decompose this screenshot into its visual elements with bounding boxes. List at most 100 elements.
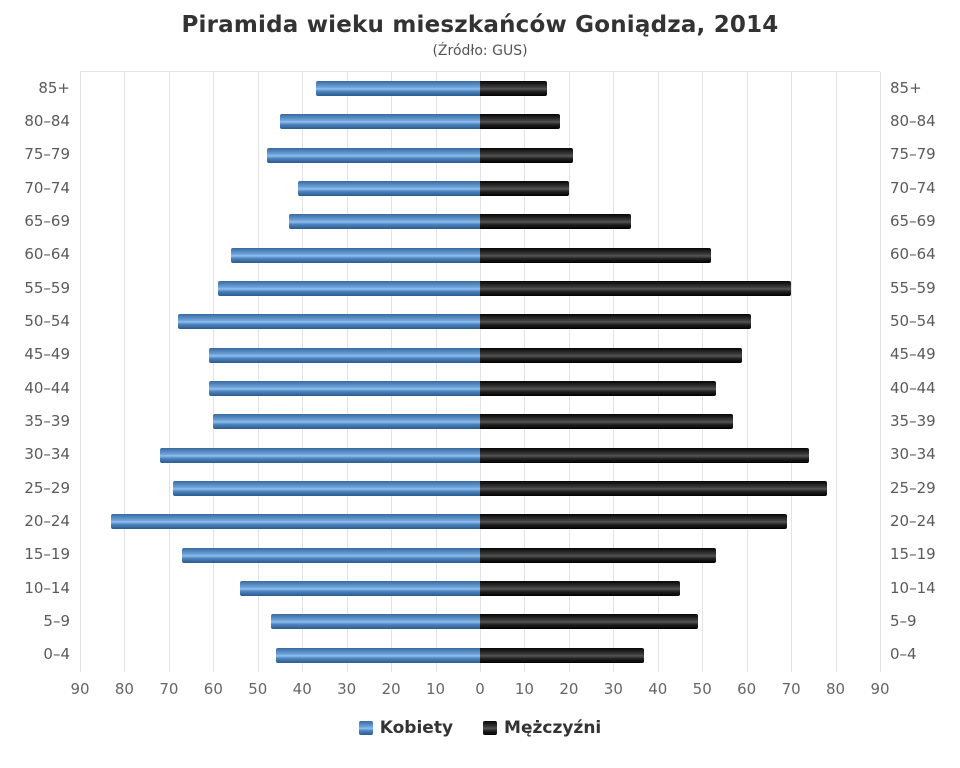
gridline — [480, 72, 481, 672]
gridline — [835, 72, 837, 672]
age-group-label: 25–29 — [24, 478, 70, 497]
men-bar — [480, 647, 645, 663]
bar-row — [80, 305, 880, 338]
bar-row — [80, 139, 880, 172]
women-half — [80, 405, 480, 438]
age-group-label: 75–79 — [24, 145, 70, 164]
women-half — [80, 605, 480, 638]
age-group-label: 75–79 — [890, 145, 936, 164]
bar-row — [80, 572, 880, 605]
y-axis-left: 85+ 80–84 75–79 70–74 65–69 60–64 55–59 50–54 45… — [10, 71, 70, 671]
age-group-label: 80–84 — [890, 111, 936, 130]
legend: Kobiety Mężczyźni — [0, 718, 960, 738]
women-bar — [275, 647, 480, 663]
gridline — [657, 72, 659, 672]
women-bar — [177, 314, 480, 330]
women-half — [80, 505, 480, 538]
age-group-label: 30–34 — [890, 445, 936, 464]
bar-row — [80, 339, 880, 372]
x-tick-label: 60 — [203, 680, 223, 698]
x-tick-label: 30 — [603, 680, 623, 698]
women-bar — [315, 81, 480, 97]
gridline — [435, 72, 437, 672]
gridline — [791, 72, 793, 672]
age-group-label: 5–9 — [43, 611, 70, 630]
gridline — [80, 72, 81, 672]
men-bar — [480, 547, 716, 563]
men-half — [480, 172, 880, 205]
legend-label-men: Mężczyźni — [504, 718, 602, 738]
women-half — [80, 139, 480, 172]
age-group-label: 15–19 — [890, 545, 936, 564]
age-group-label: 80–84 — [24, 111, 70, 130]
men-bar — [480, 181, 569, 197]
age-group-label: 35–39 — [890, 411, 936, 430]
men-bar — [480, 614, 698, 630]
x-tick-label: 30 — [337, 680, 357, 698]
legend-item-men[interactable]: Mężczyźni — [483, 718, 601, 738]
age-group-label: 40–44 — [890, 378, 936, 397]
men-half — [480, 539, 880, 572]
men-half — [480, 505, 880, 538]
x-tick-label: 50 — [248, 680, 268, 698]
age-group-label: 85+ — [38, 78, 70, 97]
men-bar — [480, 81, 547, 97]
age-group-label: 45–49 — [890, 345, 936, 364]
x-axis-labels: 90 80 70 60 50 40 30 20 10 0 10 20 30 40 50 60 70 80 90 — [70, 672, 889, 702]
age-group-label: 50–54 — [24, 311, 70, 330]
men-half — [480, 139, 880, 172]
men-bar — [480, 381, 716, 397]
women-swatch-icon — [358, 721, 373, 735]
women-bar — [297, 181, 480, 197]
bar-row — [80, 505, 880, 538]
bar-row — [80, 605, 880, 638]
men-bar — [480, 414, 734, 430]
x-tick-label: 90 — [70, 680, 90, 698]
men-half — [480, 605, 880, 638]
bar-rows — [80, 72, 880, 672]
men-bar — [480, 447, 809, 463]
men-half — [480, 339, 880, 372]
x-tick-label: 90 — [870, 680, 890, 698]
women-half — [80, 72, 480, 105]
women-half — [80, 105, 480, 138]
women-half — [80, 205, 480, 238]
gridline — [124, 72, 126, 672]
women-half — [80, 305, 480, 338]
age-group-label: 60–64 — [24, 245, 70, 264]
men-bar — [480, 281, 792, 297]
women-half — [80, 172, 480, 205]
age-group-label: 5–9 — [890, 611, 917, 630]
legend-item-women[interactable]: Kobiety — [358, 718, 453, 738]
age-group-label: 70–74 — [890, 178, 936, 197]
men-swatch-icon — [483, 721, 498, 735]
plot-wrap: 90 80 70 60 50 40 30 20 10 0 10 20 30 40 50 60 70 80 90 — [70, 71, 890, 702]
women-bar — [173, 481, 480, 497]
bar-row — [80, 439, 880, 472]
men-half — [480, 305, 880, 338]
x-tick-label: 40 — [648, 680, 668, 698]
age-group-label: 15–19 — [24, 545, 70, 564]
chart-area: 85+ 80–84 75–79 70–74 65–69 60–64 55–59 50–54 45… — [0, 71, 960, 702]
x-tick-label: 20 — [381, 680, 401, 698]
men-bar — [480, 481, 827, 497]
women-bar — [208, 347, 480, 363]
bar-row — [80, 639, 880, 672]
women-bar — [160, 447, 480, 463]
age-group-label: 0–4 — [890, 645, 917, 664]
men-half — [480, 572, 880, 605]
men-half — [480, 439, 880, 472]
men-bar — [480, 214, 632, 230]
women-bar — [266, 147, 480, 163]
men-half — [480, 105, 880, 138]
x-tick-label: 70 — [781, 680, 801, 698]
men-half — [480, 205, 880, 238]
women-half — [80, 372, 480, 405]
gridline — [257, 72, 259, 672]
gridline — [213, 72, 215, 672]
x-tick-label: 50 — [692, 680, 712, 698]
women-half — [80, 639, 480, 672]
women-bar — [288, 214, 480, 230]
age-group-label: 25–29 — [890, 478, 936, 497]
y-axis-right: 85+ 80–84 75–79 70–74 65–69 60–64 55–59 50–54 45… — [890, 71, 950, 671]
